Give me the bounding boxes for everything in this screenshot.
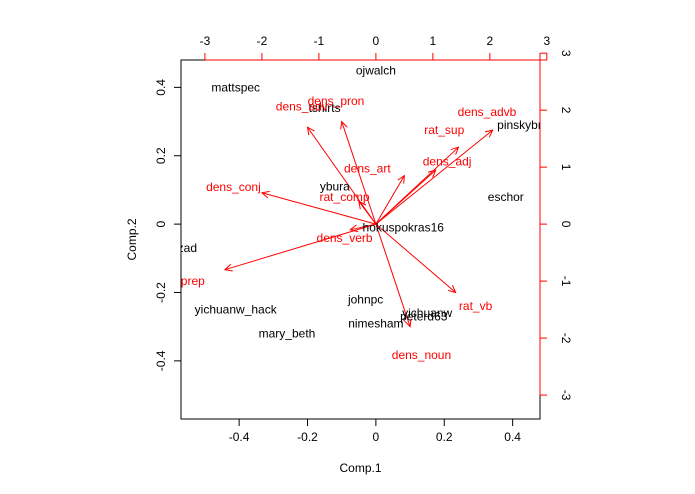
left-tick-label: 0 — [154, 220, 168, 227]
loading-arrowhead — [427, 169, 437, 178]
loading-label: dens_pron — [308, 94, 365, 108]
right-tick-label: 1 — [559, 164, 573, 171]
right-tick-label: -2 — [559, 333, 573, 344]
score-point-label: mattspec — [211, 80, 260, 94]
bottom-tick-label: 0 — [373, 430, 380, 444]
left-tick-label: 0.4 — [154, 79, 168, 96]
top-tick-label: -2 — [257, 34, 268, 48]
loading-arrow — [224, 223, 377, 271]
top-tick-label: -1 — [314, 34, 325, 48]
score-point-label: peterd63 — [400, 309, 448, 323]
score-point-label: pinskybr — [497, 118, 542, 132]
loading-arrow — [261, 192, 377, 225]
right-tick-label: -1 — [559, 276, 573, 287]
score-point-label: eschor — [488, 190, 524, 204]
loading-label: rat_comp — [320, 190, 370, 204]
loading-arrow — [375, 169, 437, 225]
bottom-tick-label: 0.2 — [436, 430, 453, 444]
top-tick-label: -3 — [200, 34, 211, 48]
x-axis-label: Comp.1 — [339, 461, 381, 475]
loading-label: dens_conj — [206, 180, 261, 194]
loading-label: dens_verb — [317, 231, 373, 245]
top-tick-label: 2 — [487, 34, 494, 48]
loading-label: dens_noun — [392, 348, 451, 362]
right-tick-label: 2 — [559, 107, 573, 114]
loading-label: dens_prep — [148, 274, 205, 288]
loading-arrowhead — [340, 120, 348, 130]
bottom-tick-label: -0.4 — [229, 430, 250, 444]
score-points: ojwalch mattspec tshirts pinskybr ybura escho… — [165, 63, 542, 341]
loading-arrowhead — [306, 126, 315, 136]
loading-arrowhead — [397, 174, 405, 184]
right-axis: -3 -2 -1 0 1 2 3 — [539, 50, 573, 401]
loading-arrows — [223, 120, 494, 328]
loading-arrowhead — [349, 224, 359, 233]
loading-label: dens_art — [344, 161, 391, 175]
loading-arrowhead — [404, 318, 412, 328]
loading-arrow — [307, 126, 377, 225]
left-tick-label: 0.2 — [154, 147, 168, 164]
score-point-label: yichuanw_hack — [195, 303, 278, 317]
bottom-tick-label: 0.4 — [504, 430, 521, 444]
loading-arrow — [375, 175, 405, 225]
right-tick-label: 3 — [559, 50, 573, 57]
loading-arrowhead — [450, 146, 460, 155]
right-tick-label: -3 — [559, 390, 573, 401]
score-point-label: johnpc — [347, 292, 383, 306]
loading-label: dens_advb — [458, 105, 517, 119]
loading-arrow — [375, 223, 411, 327]
score-point-label: tshirts — [309, 101, 341, 115]
score-point-label: ojwalch — [356, 63, 396, 77]
loading-arrow — [375, 223, 456, 293]
y-axis-label: Comp.2 — [125, 218, 139, 260]
loading-label: rat_sup — [424, 123, 464, 137]
loading-arrowhead — [358, 200, 367, 210]
score-point-label: hokuspokras16 — [363, 221, 445, 235]
score-point-label: mary_beth — [259, 327, 316, 341]
loading-arrowhead — [447, 284, 457, 294]
loading-label: dens_adv — [276, 100, 328, 114]
loading-label: rat_vb — [459, 299, 493, 313]
score-point-label: sazad — [165, 241, 197, 255]
top-axis: -3 -2 -1 0 1 2 3 — [200, 34, 550, 61]
right-tick-label: 0 — [559, 221, 573, 228]
left-axis: -0.4 -0.2 0 0.2 0.4 — [154, 79, 182, 371]
score-point-label: yichuanw — [402, 306, 452, 320]
left-tick-label: -0.2 — [154, 282, 168, 303]
loading-arrow — [375, 129, 494, 225]
bottom-axis: -0.4 -0.2 0 0.2 0.4 — [229, 418, 521, 444]
score-point-label: ybura — [320, 180, 350, 194]
top-tick-label: 3 — [543, 34, 550, 48]
score-point-label: nimesham — [348, 316, 403, 330]
bottom-tick-label: -0.2 — [297, 430, 318, 444]
loading-arrowhead — [484, 129, 494, 138]
loading-arrowhead — [223, 263, 233, 272]
top-tick-label: 0 — [373, 34, 380, 48]
left-tick-label: -0.4 — [154, 350, 168, 371]
loading-arrow — [358, 201, 377, 225]
loading-arrow — [341, 121, 377, 225]
loading-arrowhead — [260, 190, 270, 199]
top-tick-label: 1 — [430, 34, 437, 48]
loading-label: dens_adj — [423, 154, 472, 168]
